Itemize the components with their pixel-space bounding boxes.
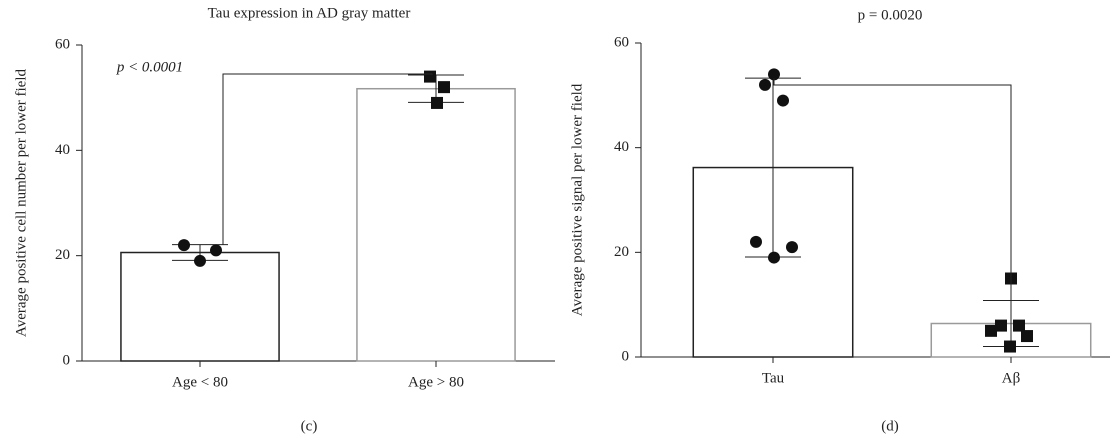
- significance-bracket: [222, 73, 433, 245]
- data-point: [194, 254, 206, 267]
- data-point: [777, 94, 789, 107]
- data-point: [178, 239, 190, 252]
- data-point: [424, 70, 436, 83]
- data-point: [431, 96, 443, 109]
- y-axis-label: Average positive cell number per lower f…: [13, 69, 29, 337]
- data-point: [768, 68, 780, 81]
- y-axis-label: Average positive signal per lower field: [569, 83, 585, 316]
- y-tick-label: 60: [614, 34, 629, 50]
- y-tick-label: 20: [55, 247, 70, 263]
- x-tick-label: Aβ: [1002, 370, 1020, 386]
- y-tick-label: 0: [63, 352, 71, 368]
- x-tick-label: Tau: [762, 370, 785, 386]
- y-tick-label: 40: [614, 139, 629, 155]
- y-tick-label: 0: [622, 348, 630, 364]
- x-tick-label: Age > 80: [408, 374, 464, 390]
- panel-label: (c): [301, 418, 318, 434]
- significance-bracket: [773, 78, 1012, 301]
- data-point: [759, 78, 771, 91]
- p-annotation: p < 0.0001: [116, 59, 183, 75]
- data-point: [1021, 330, 1033, 343]
- data-point: [1013, 319, 1025, 332]
- data-point: [438, 81, 450, 94]
- data-point: [786, 241, 798, 254]
- bar: [356, 87, 516, 362]
- bar: [120, 251, 280, 362]
- data-point: [750, 235, 762, 248]
- y-tick-label: 20: [614, 244, 629, 260]
- data-point: [1004, 340, 1016, 353]
- chart-title: p = 0.0020: [858, 7, 923, 23]
- chart-title: Tau expression in AD gray matter: [208, 5, 411, 21]
- data-point: [210, 244, 222, 257]
- x-tick-label: Age < 80: [172, 374, 228, 390]
- data-point: [995, 319, 1007, 332]
- data-point: [768, 251, 780, 264]
- y-tick-label: 40: [55, 142, 70, 158]
- data-point: [985, 324, 997, 337]
- panel-label: (d): [881, 418, 899, 434]
- y-tick-label: 60: [55, 36, 70, 52]
